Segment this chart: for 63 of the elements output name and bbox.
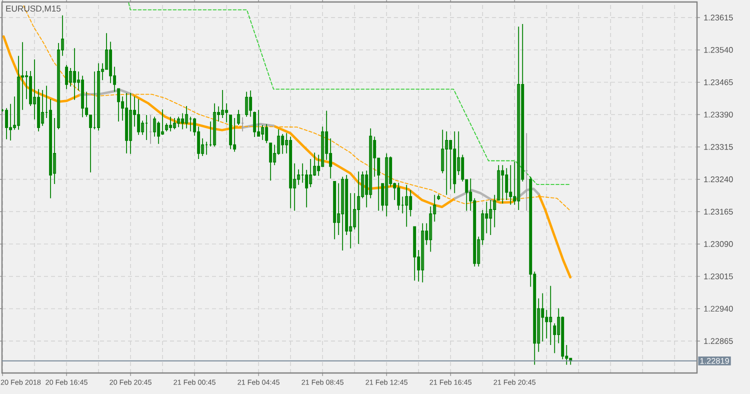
candlestick	[333, 181, 336, 240]
candlestick	[97, 62, 100, 132]
candlestick	[265, 124, 268, 144]
chart-title: EURUSD,M15	[6, 6, 61, 13]
candlestick	[213, 102, 216, 147]
candlestick	[233, 118, 236, 152]
candlestick	[253, 111, 256, 138]
candlestick	[221, 90, 224, 118]
ref-line-label: 1.22819	[700, 358, 729, 364]
candlestick	[385, 152, 388, 217]
candlestick	[73, 48, 76, 100]
candlestick	[413, 226, 416, 282]
candlestick	[445, 130, 448, 196]
y-tick-label: 1.23090	[704, 241, 733, 247]
y-tick-label: 1.23390	[704, 112, 733, 118]
candlestick	[237, 109, 240, 126]
y-tick-label: 1.22940	[704, 306, 733, 312]
candlestick	[437, 194, 440, 200]
candlestick	[5, 108, 8, 140]
candlestick	[185, 106, 188, 129]
y-tick-label: 1.23015	[704, 273, 733, 280]
line-series	[454, 188, 494, 202]
y-tick-label: 1.22865	[704, 338, 733, 344]
candlestick	[509, 164, 512, 206]
candlestick	[453, 130, 456, 194]
candlestick	[501, 164, 504, 204]
candlestick	[357, 171, 360, 244]
candlestick	[149, 114, 152, 144]
y-tick-label: 1.23540	[704, 46, 733, 53]
candlestick	[229, 114, 232, 150]
candlestick	[289, 136, 292, 209]
candlestick	[341, 176, 344, 251]
y-tick-label: 1.23165	[704, 208, 733, 215]
candlestick	[65, 64, 68, 90]
candlestick	[125, 92, 128, 154]
candlestick	[249, 90, 252, 118]
candlestick	[497, 164, 500, 200]
line-series	[514, 188, 540, 202]
candlestick	[257, 109, 260, 138]
candlestick	[245, 91, 248, 118]
candlestick	[145, 114, 148, 140]
candlestick	[405, 184, 408, 228]
y-tick-label: 1.23240	[704, 176, 733, 182]
candlestick	[525, 132, 528, 212]
y-tick-label: 1.23615	[704, 14, 733, 20]
candlestick	[397, 182, 400, 210]
line-series	[128, 2, 571, 185]
candlestick	[269, 142, 272, 182]
candlestick	[117, 88, 120, 122]
y-tick-label: 1.23315	[704, 144, 733, 150]
candlestick	[549, 285, 552, 346]
candlestick	[205, 141, 208, 156]
candlestick	[177, 116, 180, 128]
candlestick	[517, 26, 520, 210]
candlestick	[421, 222, 424, 283]
candlestick	[129, 92, 132, 154]
candlestick	[169, 116, 172, 132]
candlestick	[81, 75, 84, 118]
y-tick-label: 1.23465	[704, 79, 733, 86]
candlestick	[281, 134, 284, 154]
candlestick	[137, 98, 140, 136]
candlestick	[173, 118, 176, 130]
candlestick	[241, 116, 244, 132]
